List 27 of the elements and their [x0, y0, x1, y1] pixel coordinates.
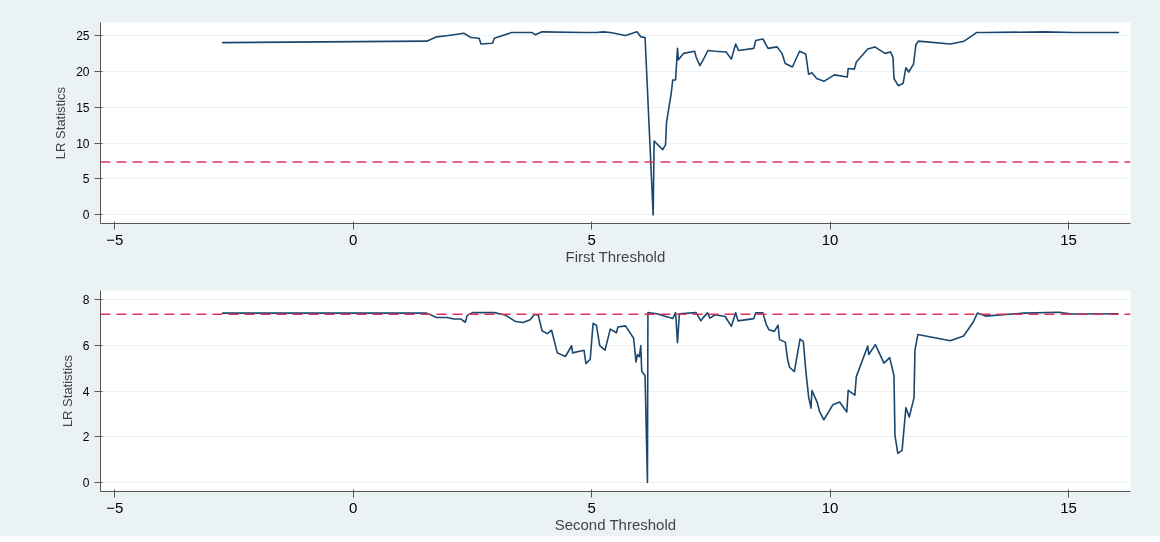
- line-series: [221, 311, 1120, 484]
- y-tick-label: 8: [82, 293, 90, 308]
- y-tick-label: 10: [76, 136, 90, 151]
- y-tick-label: 15: [76, 100, 90, 115]
- x-tick-label: 5: [587, 230, 596, 248]
- x-tick-label: 15: [1060, 230, 1077, 248]
- y-axis-title: LR Statistics: [53, 86, 69, 160]
- line-series: [221, 31, 1120, 216]
- y-tick-label: 0: [82, 475, 90, 490]
- x-tick-label: 10: [821, 230, 839, 248]
- x-axis-title: First Threshold: [565, 247, 666, 265]
- y-tick-label: 4: [82, 384, 90, 399]
- y-tick-label: 6: [82, 338, 90, 353]
- y-axis-title: LR Statistics: [59, 354, 75, 428]
- y-tick-label: 5: [82, 172, 90, 187]
- x-tick-label: 15: [1060, 498, 1077, 516]
- x-tick-label: 5: [587, 498, 596, 516]
- x-tick-label: −5: [106, 230, 124, 248]
- x-tick-label: 0: [349, 230, 358, 248]
- y-tick-label: 25: [76, 28, 90, 43]
- x-tick-label: −5: [106, 498, 124, 516]
- x-axis-title: Second Threshold: [554, 515, 677, 533]
- x-tick-label: 0: [349, 498, 358, 516]
- x-tick-label: 10: [821, 498, 839, 516]
- y-tick-label: 2: [82, 430, 90, 445]
- y-tick-label: 20: [76, 64, 90, 79]
- y-tick-label: 0: [82, 208, 90, 223]
